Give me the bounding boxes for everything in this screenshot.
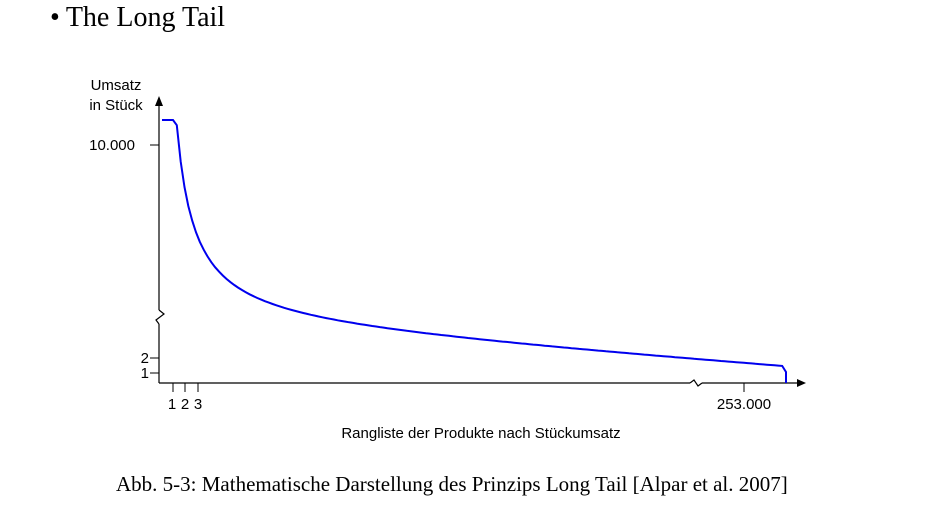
figure-caption: Abb. 5-3: Mathematische Darstellung des … xyxy=(116,472,788,496)
slide-heading: • The Long Tail xyxy=(50,2,225,34)
y-tick-label-10000: 10.000 xyxy=(89,137,135,154)
y-axis-break xyxy=(155,309,165,325)
y-axis-label-line1: Umsatz xyxy=(91,77,142,94)
series-long-tail-line xyxy=(162,119,787,383)
y-tick-label-2: 2 xyxy=(141,350,149,367)
x-tick-label-2: 2 xyxy=(181,396,189,413)
x-tick-label-1: 1 xyxy=(168,396,176,413)
x-axis-arrow xyxy=(797,379,806,387)
x-tick-label-253000: 253.000 xyxy=(717,396,771,413)
x-tick-label-3: 3 xyxy=(194,396,202,413)
y-axis-arrow xyxy=(155,96,163,106)
x-axis-label: Rangliste der Produkte nach Stückumsatz xyxy=(341,425,620,442)
bullet-point: • xyxy=(50,2,60,33)
y-tick-label-1: 1 xyxy=(141,365,149,382)
x-axis-break xyxy=(689,379,703,387)
heading-text: The Long Tail xyxy=(65,2,226,33)
y-axis-label-line2: in Stück xyxy=(89,97,143,114)
